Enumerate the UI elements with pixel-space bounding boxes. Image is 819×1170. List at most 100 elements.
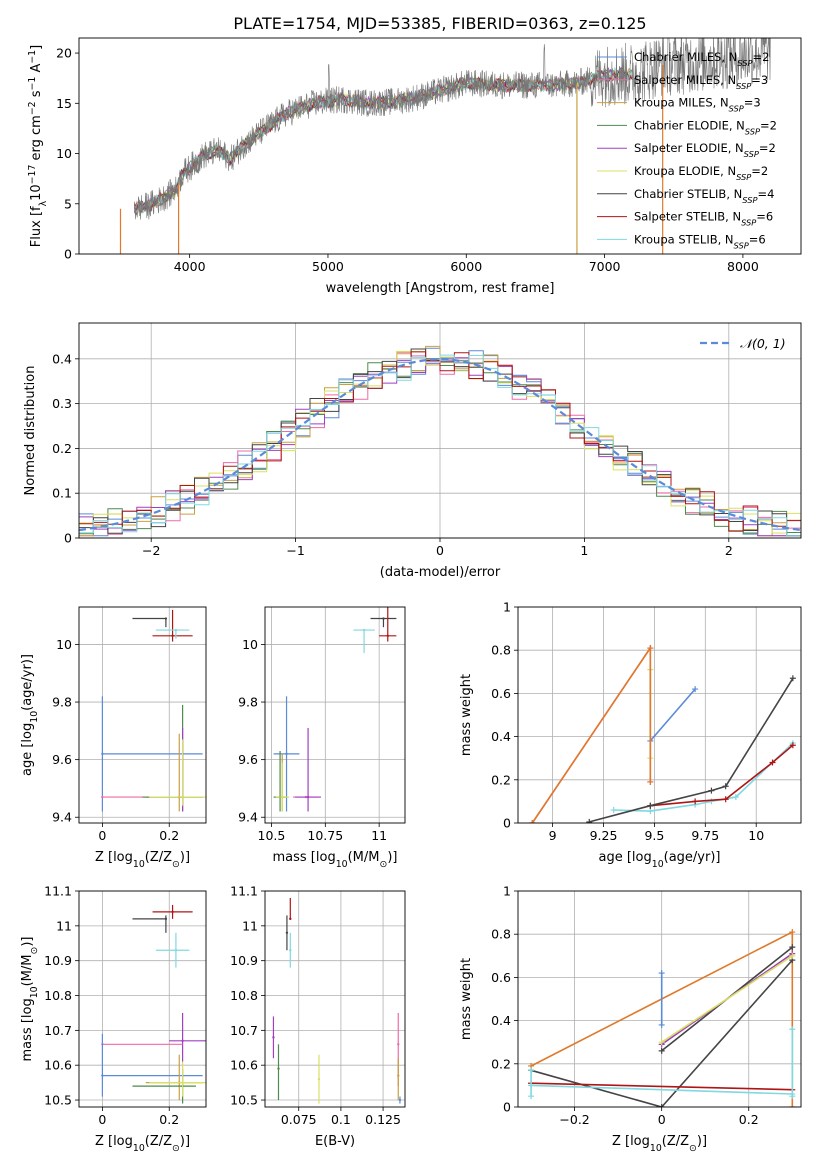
age-vs-mass-x-axis-label: mass [log10(M/M⊙)] (273, 850, 398, 870)
age-vs-mass-point (386, 634, 389, 637)
weight-vs-age-series-marker (708, 798, 715, 805)
mass-vs-Z-x-axis-label: Z [log10(Z/Z⊙)] (95, 1134, 190, 1154)
weight-vs-age-series-line (613, 742, 794, 812)
mass-vs-Z-y-tick-label: 10.9 (44, 953, 72, 968)
weight-vs-Z-panel: −0.2 0 0.2 0 0.2 0.4 0.6 0.8 1 Z [log10(Z/Z⊙)] mas… (459, 884, 802, 1154)
age-vs-mass-y-tick-label: 9.6 (238, 752, 258, 767)
weight-vs-Z-y-tick-label: 0.8 (491, 927, 511, 942)
spectrum-x-tick-label: 5000 (312, 259, 344, 274)
weight-vs-age-series-marker (732, 794, 739, 801)
weight-vs-age-plot-area (529, 645, 796, 823)
mass-vs-EBV-y-tick-label: 10.5 (230, 1093, 258, 1108)
axes-frame (78, 606, 207, 824)
weight-vs-Z-x-axis-label: Z [log10(Z/Z⊙)] (612, 1134, 707, 1154)
age-vs-Z-y-tick-label: 9.4 (52, 810, 72, 825)
spectrum-x-tick-label: 6000 (450, 259, 482, 274)
age-vs-mass-point (362, 628, 366, 632)
mass-vs-Z-point (164, 917, 168, 921)
spectrum-legend-label: Kroupa ELODIE, NSSP=2 (634, 164, 768, 182)
mass-vs-EBV-x-tick-label: 0.125 (365, 1112, 401, 1127)
age-vs-mass-y-tick-label: 9.8 (238, 695, 258, 710)
mass-vs-EBV-point (289, 917, 292, 921)
weight-vs-Z-series-line (530, 959, 793, 1107)
age-vs-Z-y-axis-label: age [log10(age/yr)] (20, 654, 40, 776)
weight-vs-age-series-marker (722, 783, 729, 790)
normal-legend-label: 𝒩(0, 1) (740, 336, 786, 351)
weight-vs-Z-series-marker (528, 1093, 535, 1100)
residuals-x-tick-label: 1 (580, 543, 588, 558)
residual-histogram (79, 354, 801, 537)
mass-vs-EBV-y-tick-label: 10.7 (230, 1023, 258, 1038)
weight-vs-age-x-axis-label: age [log10(age/yr)] (599, 850, 721, 870)
weight-vs-age-series-marker (789, 675, 796, 682)
residuals-y-tick-label: 0 (64, 531, 72, 546)
age-vs-mass-x-tick-label: 10.5 (258, 828, 286, 843)
residuals-y-axis-label: Normed distribution (23, 366, 38, 496)
weight-vs-Z-series-marker (658, 1104, 665, 1107)
residuals-y-tick-label: 0.4 (52, 351, 72, 366)
age-vs-mass-x-tick-label: 11 (371, 828, 387, 843)
mass-vs-Z-x-tick-label: 0 (98, 1112, 106, 1127)
axes-frame (78, 322, 802, 539)
spectrum-x-tick-label: 7000 (589, 259, 621, 274)
mass-vs-EBV-y-tick-label: 10.6 (230, 1058, 258, 1073)
mass-vs-EBV-y-tick-label: 11 (242, 918, 258, 933)
spectrum-legend-label: Salpeter STELIB, NSSP=6 (634, 210, 773, 228)
weight-vs-Z-series-marker (789, 1093, 796, 1100)
weight-vs-Z-x-tick-label: 0 (658, 1112, 666, 1127)
weight-vs-age-series-marker (692, 686, 699, 693)
age-vs-Z-y-tick-label: 9.8 (52, 695, 72, 710)
age-vs-mass-y-tick-label: 9.4 (238, 810, 258, 825)
residuals-x-axis-label: (data-model)/error (380, 565, 501, 580)
age-vs-Z-x-tick-label: 0 (98, 828, 106, 843)
weight-vs-Z-y-tick-label: 0.4 (491, 1013, 511, 1028)
residuals-y-tick-label: 0.2 (52, 441, 72, 456)
weight-vs-age-series-marker (769, 759, 776, 766)
weight-vs-age-series-marker (647, 802, 654, 809)
weight-vs-age-y-tick-label: 0.8 (491, 643, 511, 658)
age-vs-Z-point (171, 634, 174, 637)
age-vs-mass-point (281, 795, 284, 799)
spectrum-legend-label: Salpeter ELODIE, NSSP=2 (634, 141, 776, 159)
spectrum-y-tick-label: 15 (56, 96, 72, 111)
mass-vs-EBV-x-axis-label: E(B-V) (315, 1134, 355, 1149)
age-vs-mass-point (382, 617, 385, 620)
mass-vs-Z-point (181, 1081, 184, 1084)
weight-vs-Z-y-tick-label: 1 (503, 884, 511, 899)
mass-vs-Z-point (171, 910, 174, 914)
axes-frame (264, 606, 406, 824)
weight-vs-Z-y-tick-label: 0.2 (491, 1056, 511, 1071)
spectrum-model-line (133, 67, 633, 216)
weight-vs-Z-series-marker (658, 1021, 665, 1028)
age-vs-Z-point (101, 795, 104, 799)
axes-frame (78, 890, 207, 1108)
weight-vs-Z-series-line (531, 1084, 793, 1095)
weight-vs-age-series-line (531, 645, 652, 823)
spectrum-x-axis-label: wavelength [Angstrom, rest frame] (326, 281, 555, 296)
mass-vs-EBV-y-tick-label: 10.9 (230, 953, 258, 968)
age-vs-mass-y-tick-label: 10 (242, 637, 258, 652)
age-vs-mass-panel: 10.5 10.75 11 9.4 9.6 9.8 10 mass [log10(M/M⊙)] (238, 606, 406, 870)
weight-vs-age-x-tick-label: 10 (748, 828, 764, 843)
age-vs-Z-y-tick-label: 9.6 (52, 752, 72, 767)
weight-vs-age-y-tick-label: 0.4 (491, 729, 511, 744)
weight-vs-age-series-marker (708, 787, 715, 794)
residual-histogram (79, 351, 801, 537)
weight-vs-age-series-marker (647, 808, 654, 815)
age-vs-Z-point (164, 617, 168, 620)
spectrum-plot-area (119, 38, 771, 254)
spectrum-legend-label: Chabrier MILES, NSSP=2 (634, 50, 769, 68)
mass-vs-Z-point (174, 949, 178, 952)
weight-vs-age-series-marker (586, 818, 593, 823)
age-vs-mass-plot-area (273, 607, 397, 812)
age-vs-mass-x-tick-label: 10.75 (307, 828, 343, 843)
spectrum-y-tick-label: 5 (64, 196, 72, 211)
mass-vs-EBV-x-tick-label: 0.075 (281, 1112, 317, 1127)
spectrum-panel: 4000 5000 6000 7000 8000 0 5 10 15 20 wavelength [… (27, 37, 802, 296)
spectrum-x-tick-label: 4000 (174, 259, 206, 274)
weight-vs-Z-series-marker (789, 944, 796, 951)
weight-vs-Z-y-axis-label: mass weight (459, 958, 474, 1040)
mass-vs-EBV-point (317, 1077, 321, 1081)
spectrum-y-tick-label: 20 (56, 46, 72, 61)
